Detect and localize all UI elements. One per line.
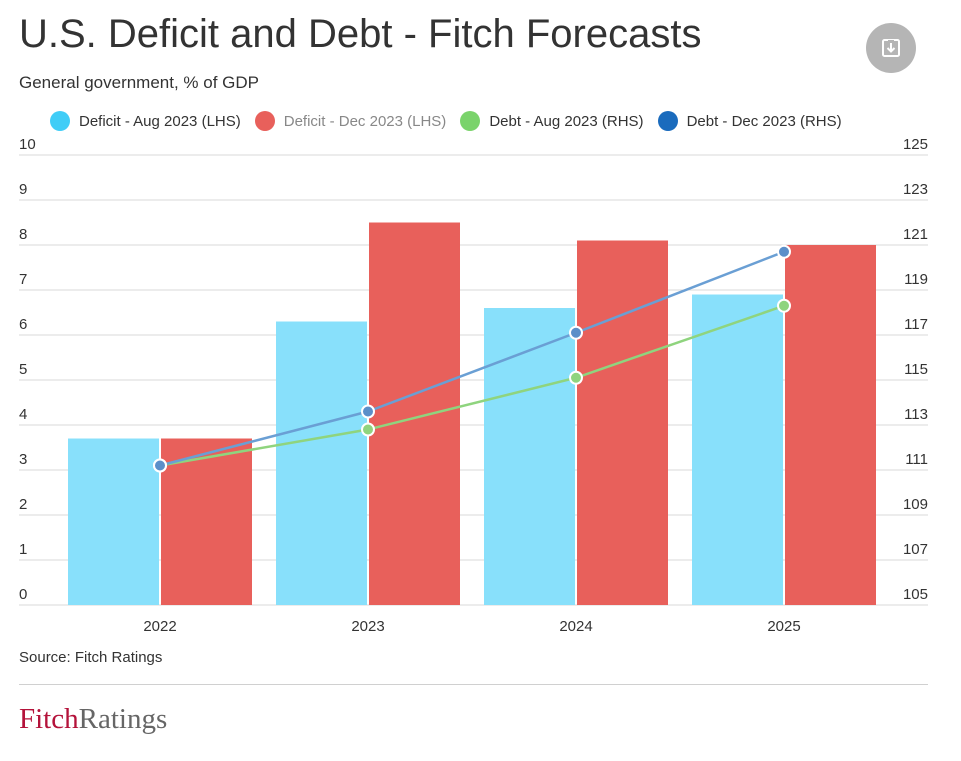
y-left-tick-label: 7 — [19, 271, 27, 288]
y-left-tick-label: 9 — [19, 181, 27, 198]
data-point — [569, 370, 583, 385]
x-tick-label: 2025 — [767, 618, 800, 635]
y-left-tick-label: 5 — [19, 361, 27, 378]
bar — [692, 294, 783, 605]
y-left-tick-label: 1 — [19, 541, 27, 558]
chart-title: U.S. Deficit and Debt - Fitch Forecasts — [19, 12, 702, 56]
legend-item-debt-aug[interactable]: Debt - Aug 2023 (RHS) — [460, 111, 644, 131]
legend-item-deficit-dec[interactable]: Deficit - Dec 2023 (LHS) — [254, 111, 447, 131]
chart-legend: Deficit - Aug 2023 (LHS) Deficit - Dec 2… — [50, 109, 856, 133]
y-right-tick-label: 105 — [903, 586, 928, 603]
legend-label: Debt - Aug 2023 (RHS) — [489, 112, 644, 130]
data-point — [153, 458, 167, 473]
legend-item-debt-dec[interactable]: Debt - Dec 2023 (RHS) — [657, 111, 842, 131]
legend-marker — [657, 111, 678, 131]
y-left-tick-label: 3 — [19, 451, 27, 468]
bar — [68, 438, 159, 605]
legend-marker — [254, 111, 275, 131]
y-right-tick-label: 111 — [905, 451, 928, 468]
legend-label: Deficit - Aug 2023 (LHS) — [79, 112, 241, 130]
data-point — [569, 325, 583, 340]
footer-divider — [19, 684, 928, 685]
y-right-tick-label: 109 — [903, 496, 928, 513]
bar — [161, 438, 252, 605]
y-left-tick-label: 8 — [19, 226, 27, 243]
fitch-ratings-logo: FitchRatings — [19, 703, 168, 735]
data-point — [777, 244, 791, 259]
chart-subtitle: General government, % of GDP — [19, 73, 260, 92]
legend-label: Debt - Dec 2023 (RHS) — [686, 112, 842, 130]
source-note: Source: Fitch Ratings — [19, 649, 163, 666]
y-right-tick-label: 113 — [904, 406, 928, 423]
y-left-tick-label: 10 — [19, 136, 36, 153]
chart-plot: 0 105 1 107 2 109 3 111 4 113 5 115 6 117 7 119 8 121 9 123… — [19, 136, 928, 635]
y-right-tick-label: 115 — [904, 361, 928, 378]
y-right-tick-label: 117 — [904, 316, 928, 333]
bar — [276, 321, 367, 605]
y-right-tick-label: 107 — [903, 541, 928, 558]
bar — [484, 308, 575, 605]
legend-label: Deficit - Dec 2023 (LHS) — [283, 112, 447, 130]
legend-item-deficit-aug[interactable]: Deficit - Aug 2023 (LHS) — [50, 111, 241, 131]
download-button[interactable] — [866, 23, 916, 73]
series-line — [159, 304, 785, 467]
bar — [577, 240, 668, 605]
y-right-tick-label: 121 — [903, 226, 928, 243]
data-point — [361, 404, 375, 419]
x-tick-label: 2024 — [559, 618, 592, 635]
y-right-tick-label: 119 — [904, 271, 928, 288]
y-left-tick-label: 2 — [19, 496, 27, 513]
y-right-tick-label: 125 — [903, 136, 928, 153]
data-point — [361, 422, 375, 437]
x-tick-label: 2022 — [143, 618, 176, 635]
y-right-tick-label: 123 — [903, 181, 928, 198]
legend-marker — [50, 111, 70, 131]
y-left-tick-label: 0 — [19, 586, 27, 603]
x-tick-label: 2023 — [351, 618, 384, 635]
legend-marker — [460, 111, 481, 131]
series-line — [159, 250, 785, 467]
y-left-tick-label: 6 — [19, 316, 27, 333]
y-left-tick-label: 4 — [19, 406, 27, 423]
data-point — [777, 298, 791, 313]
bar — [369, 222, 460, 605]
bar — [785, 245, 876, 605]
download-icon — [882, 39, 900, 57]
